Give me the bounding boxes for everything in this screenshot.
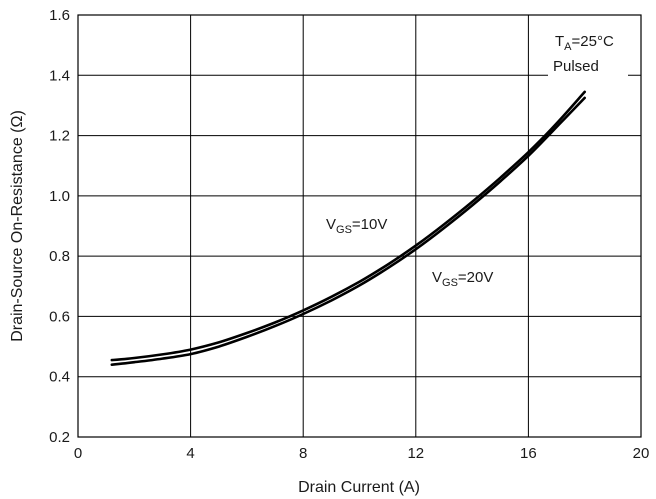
x-tick-label: 4 <box>186 445 194 462</box>
vgs-10v-main: V <box>326 216 336 233</box>
x-tick-label: 16 <box>520 445 537 462</box>
series-line-1 <box>110 90 586 362</box>
vgs-10v-label: VGS=10V <box>326 216 387 236</box>
y-axis-title: Drain-Source On-Resistance (Ω) <box>9 110 26 342</box>
grid-lines <box>78 15 641 437</box>
x-tick-label: 8 <box>299 445 307 462</box>
condition-temperature-main: T <box>555 33 564 50</box>
vgs-10v-subscript: GS <box>336 224 352 236</box>
y-tick-label: 0.8 <box>49 248 70 265</box>
y-tick-label: 1.2 <box>49 128 70 145</box>
vgs-10v-value: =10V <box>352 216 387 233</box>
series-line-2 <box>110 96 586 366</box>
plot-frame <box>77 14 642 438</box>
plot-area <box>78 15 641 437</box>
condition-label-background <box>548 25 628 79</box>
y-tick-label: 0.6 <box>49 308 70 325</box>
condition-temperature-value: =25°C <box>572 33 614 50</box>
vgs-20v-subscript: GS <box>442 277 458 289</box>
x-tick-label: 20 <box>633 445 650 462</box>
y-tick-label: 1.4 <box>49 67 70 84</box>
condition-temperature-subscript: A <box>564 41 572 53</box>
x-axis-title: Drain Current (A) <box>298 479 420 496</box>
vgs-20v-label: VGS=20V <box>432 269 493 289</box>
y-tick-labels: 0.2 0.4 0.6 0.8 1.0 1.2 1.4 1.6 <box>49 7 70 446</box>
x-tick-label: 12 <box>407 445 424 462</box>
condition-mode-label: Pulsed <box>553 58 599 75</box>
x-tick-label: 0 <box>74 445 82 462</box>
condition-temperature-label: TA=25°C <box>555 33 614 53</box>
vgs-20v-main: V <box>432 269 442 286</box>
y-tick-label: 0.4 <box>49 369 70 386</box>
vgs-20v-value: =20V <box>458 269 493 286</box>
x-tick-labels: 0 4 8 12 16 20 <box>74 445 650 462</box>
y-tick-label: 0.2 <box>49 429 70 446</box>
y-tick-label: 1.6 <box>49 7 70 24</box>
y-tick-label: 1.0 <box>49 188 70 205</box>
series-group <box>110 90 586 366</box>
